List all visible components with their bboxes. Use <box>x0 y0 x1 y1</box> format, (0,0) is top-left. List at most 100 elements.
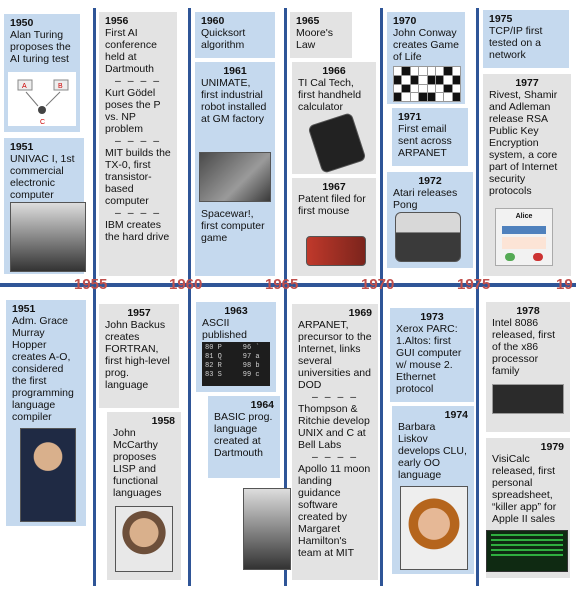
event-card-1979: 1979 VisiCalc released, first personal s… <box>486 438 570 578</box>
event-year: 1960 <box>201 15 225 27</box>
event-year: 1951 <box>12 303 36 315</box>
event-card-1961: 1961 UNIMATE, first industrial robot ins… <box>195 62 275 276</box>
separator: – – – – <box>311 391 359 403</box>
rsa-diagram: Alice <box>495 208 553 266</box>
event-card-1978: 1978 Intel 8086 released, first of the x… <box>486 302 570 432</box>
timeline-divider-1960 <box>188 8 191 586</box>
event-text: John Conway creates Game of Life <box>393 27 459 63</box>
game-of-life-grid <box>393 66 461 102</box>
event-year: 1950 <box>10 17 34 29</box>
event-text: Atari releases Pong <box>393 187 458 211</box>
event-text: UNIMATE, first industrial robot installe… <box>201 77 267 125</box>
diagram-label-a: A <box>22 83 27 90</box>
event-text: Apollo 11 moon landing guidance software… <box>298 463 371 559</box>
event-text: Thompson & Ritchie develop UNIX and C at… <box>298 403 370 451</box>
alice-badge: Alice <box>515 213 533 220</box>
event-text: TCP/IP first tested on a network <box>489 25 543 61</box>
year-label-1970: 1970 <box>361 276 395 293</box>
event-year: 1967 <box>322 181 346 193</box>
event-text: Kurt Gödel poses the P vs. NP problem <box>105 87 161 135</box>
event-text: Intel 8086 released, first of the x86 pr… <box>492 317 556 377</box>
separator: – – – – <box>311 451 359 463</box>
margaret-hamilton-photo <box>243 488 291 570</box>
john-mccarthy-photo <box>115 506 173 572</box>
diagram-label-c: C <box>40 119 45 126</box>
turing-test-diagram: A B C <box>8 72 76 126</box>
univac-photo <box>10 202 86 272</box>
event-year: 1975 <box>489 13 513 25</box>
ascii-row: 80 P 96 ` <box>205 344 260 352</box>
event-text: MIT builds the TX-0, first transistor-ba… <box>105 147 171 207</box>
event-card-1974: 1974 Barbara Liskov develops CLU, early … <box>392 406 474 574</box>
event-text: Xerox PARC: 1.Altos: first GUI computer … <box>396 323 462 395</box>
event-text: Quicksort algorithm <box>201 27 246 51</box>
event-card-1970: 1970 John Conway creates Game of Life <box>387 12 465 104</box>
event-card-1950: 1950 Alan Turing proposes the AI turing … <box>4 14 80 132</box>
event-year: 1957 <box>127 307 151 319</box>
event-text: ARPANET, precursor to the Internet, link… <box>298 319 372 391</box>
event-year: 1966 <box>322 65 346 77</box>
timeline-axis <box>0 283 576 287</box>
event-text: UNIVAC I, 1st commercial electronic comp… <box>10 153 75 201</box>
event-year: 1970 <box>393 15 417 27</box>
event-year: 1977 <box>515 77 539 89</box>
timeline-divider-1975 <box>476 8 479 586</box>
event-year: 1964 <box>250 399 274 411</box>
event-year: 1979 <box>540 441 564 453</box>
event-card-1965: 1965 Moore's Law <box>290 12 352 58</box>
event-card-1951-univac: 1951 UNIVAC I, 1st commercial electronic… <box>4 138 86 274</box>
event-card-1956: 1956 First AI conference held at Dartmou… <box>99 12 177 276</box>
event-card-1957: 1957 John Backus creates FORTRAN, first … <box>99 304 179 408</box>
event-text: John McCarthy proposes LISP and function… <box>113 427 162 499</box>
calculator-photo <box>307 112 367 174</box>
event-year: 1971 <box>398 111 422 123</box>
grace-hopper-photo <box>20 428 76 522</box>
event-text: IBM creates the hard drive <box>105 219 170 243</box>
event-card-1977: 1977 Rivest, Shamir and Adleman release … <box>483 74 571 276</box>
event-year: 1978 <box>516 305 540 317</box>
event-card-1972: 1972 Atari releases Pong <box>387 172 473 268</box>
pong-console-photo <box>395 212 461 262</box>
ascii-row: 83 S 99 c <box>205 371 260 379</box>
event-card-1967: 1967 Patent filed for first mouse <box>292 178 376 276</box>
event-card-1975: 1975 TCP/IP first tested on a network <box>483 10 569 68</box>
intel-8086-chip-photo <box>492 384 564 414</box>
event-text: BASIC prog. language created at Dartmout… <box>214 411 273 459</box>
event-text: Adm. Grace Murray Hopper creates A-O, co… <box>12 315 74 423</box>
visicalc-screen-photo <box>486 530 568 572</box>
event-year: 1958 <box>151 415 175 427</box>
event-year: 1973 <box>420 311 444 323</box>
event-year: 1961 <box>223 65 247 77</box>
event-text: Rivest, Shamir and Adleman release RSA P… <box>489 89 558 197</box>
separator: – – – – <box>114 135 162 147</box>
diagram-label-b: B <box>58 83 63 90</box>
year-label-1955: 1955 <box>74 276 108 293</box>
event-card-1958: 1958 John McCarthy proposes LISP and fun… <box>107 412 181 580</box>
event-year: 1965 <box>296 15 320 27</box>
event-extra-text: Spacewar!, first computer game <box>201 208 265 244</box>
event-year: 1974 <box>444 409 468 421</box>
event-year: 1951 <box>10 141 34 153</box>
event-card-1964: 1964 BASIC prog. language created at Dar… <box>208 396 280 478</box>
event-year: 1969 <box>348 307 372 319</box>
separator: – – – – <box>114 207 162 219</box>
event-card-1971: 1971 First email sent across ARPANET <box>392 108 468 166</box>
event-text: Moore's Law <box>296 27 334 51</box>
event-text: John Backus creates FORTRAN, first high-… <box>105 319 170 391</box>
event-card-1963: 1963 ASCII published 80 P 96 ` 81 Q 97 a… <box>196 302 276 392</box>
event-text: VisiCalc released, first personal spread… <box>492 453 557 525</box>
event-text: First email sent across ARPANET <box>398 123 452 159</box>
event-card-1951-hopper: 1951 Adm. Grace Murray Hopper creates A-… <box>6 300 86 526</box>
event-text: Barbara Liskov develops CLU, early OO la… <box>398 421 467 481</box>
year-label-1965: 1965 <box>265 276 299 293</box>
event-text: ASCII published <box>202 317 247 341</box>
event-text: Alan Turing proposes the AI turing test <box>10 29 71 65</box>
event-year: 1956 <box>105 15 129 27</box>
barbara-liskov-photo <box>400 486 468 570</box>
event-text: Patent filed for first mouse <box>298 193 366 217</box>
timeline-divider-1970 <box>380 8 383 586</box>
ascii-row: 81 Q 97 a <box>205 353 260 361</box>
year-label-1980: 19 <box>556 276 573 293</box>
event-year: 1972 <box>418 175 442 187</box>
ascii-row: 82 R 98 b <box>205 362 260 370</box>
